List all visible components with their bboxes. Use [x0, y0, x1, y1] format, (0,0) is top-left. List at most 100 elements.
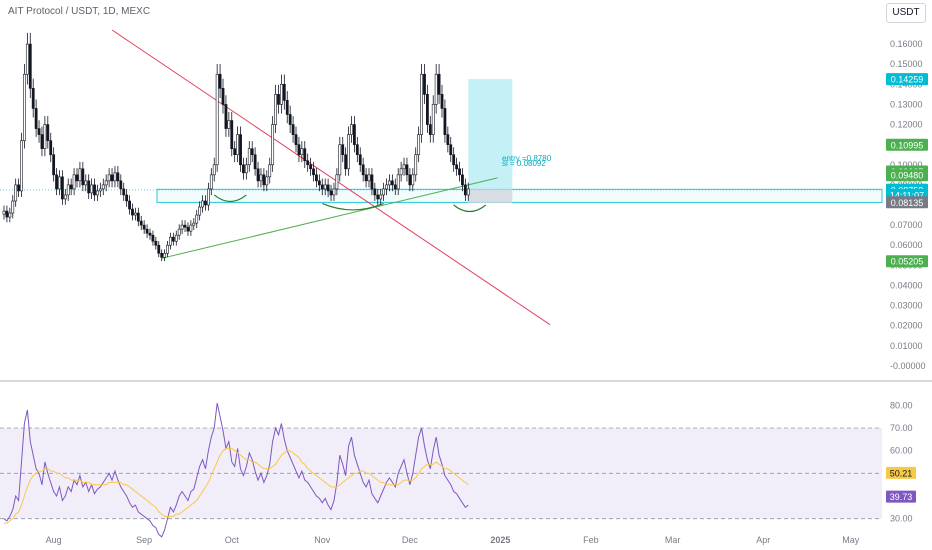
candle-body	[344, 154, 348, 170]
price-axis-label: 0.12000	[890, 120, 923, 130]
candle-body	[385, 184, 388, 190]
candle-body	[107, 174, 111, 182]
price-axis-label: 0.13000	[890, 99, 923, 109]
candle-body	[101, 184, 105, 190]
candle-body	[169, 236, 172, 246]
candle-body	[58, 176, 61, 190]
candle-body	[151, 234, 155, 242]
sl-annotation: sl = 0.08092	[502, 159, 546, 168]
candle-body	[209, 174, 213, 190]
candle-body	[37, 128, 41, 135]
candle-body	[69, 184, 73, 190]
candle-body	[434, 73, 438, 105]
candle-body	[315, 174, 318, 182]
entry-annotation: entry =0.8780	[502, 154, 552, 163]
candle-body	[390, 180, 394, 186]
candle-body	[198, 206, 202, 216]
candle-body	[466, 188, 470, 196]
candle-body	[52, 154, 56, 176]
candle-body	[347, 134, 350, 170]
candle-body	[364, 174, 368, 182]
candle-body	[370, 174, 374, 190]
candle-body	[90, 184, 94, 194]
rsi-label-text: 39.73	[890, 492, 913, 502]
support-trendline	[161, 177, 498, 259]
candle-body	[405, 164, 409, 176]
price-label-box	[886, 196, 928, 209]
currency-button[interactable]: USDT	[886, 3, 926, 23]
time-axis-label: Oct	[225, 535, 240, 545]
candle-body	[428, 124, 432, 135]
price-axis-label: 0.10000	[890, 160, 923, 170]
candle-body	[463, 184, 467, 196]
candle-body	[396, 174, 400, 190]
candle-body	[361, 164, 365, 176]
candle-body	[160, 252, 164, 258]
price-axis-label: 0.07000	[890, 220, 923, 230]
candle-body	[352, 124, 356, 145]
candle-body	[81, 168, 85, 186]
price-label-box	[886, 169, 928, 182]
candle-body	[180, 224, 184, 230]
time-axis-label: Apr	[756, 535, 770, 545]
pivot-arc	[322, 202, 384, 211]
candle-body	[183, 224, 187, 228]
candle-body	[350, 124, 353, 135]
price-axis-label: 0.06000	[890, 240, 923, 250]
candle-body	[224, 104, 228, 129]
candle-body	[417, 134, 421, 156]
candle-body	[84, 180, 88, 186]
time-axis-label: Sep	[136, 535, 152, 545]
candle-body	[399, 168, 403, 176]
candle-body	[96, 190, 99, 196]
candle-body	[34, 108, 38, 129]
candle-body	[294, 134, 298, 145]
candle-body	[163, 252, 167, 258]
candle-body	[174, 234, 178, 242]
candle-body	[242, 164, 245, 174]
candle-body	[244, 164, 248, 174]
candle-body	[452, 154, 456, 166]
candle-body	[250, 148, 254, 156]
candle-body	[317, 180, 321, 186]
candle-body	[23, 73, 26, 141]
candle-body	[455, 164, 459, 170]
candle-body	[239, 134, 242, 166]
candle-body	[437, 73, 441, 95]
candle-body	[355, 144, 359, 156]
candle-body	[31, 88, 35, 109]
candle-body	[332, 188, 336, 196]
candle-body	[17, 184, 21, 192]
candle-body	[128, 200, 131, 210]
candle-body	[233, 148, 237, 156]
price-label-text: 0.09480	[891, 171, 924, 181]
rsi-axis-label: 80.00	[890, 400, 913, 410]
candle-body	[274, 94, 277, 125]
candle-body	[338, 144, 342, 176]
time-axis-label: Mar	[665, 535, 681, 545]
candle-body	[285, 100, 289, 115]
candle-body	[60, 176, 64, 200]
candle-body	[458, 168, 461, 176]
candle-body	[134, 212, 137, 216]
candle-body	[265, 176, 269, 186]
candle-body	[113, 172, 117, 182]
candle-body	[461, 174, 464, 186]
candle-body	[93, 184, 96, 196]
price-label-text: 14:11:07	[890, 190, 924, 200]
candle-body	[201, 200, 204, 208]
candle-body	[271, 124, 275, 166]
rsi-axis-label: 60.00	[890, 446, 913, 456]
candle-body	[402, 164, 406, 170]
price-axis-label: 0.02000	[890, 321, 923, 331]
candle-body	[195, 214, 199, 224]
candle-body	[14, 184, 18, 202]
candle-body	[28, 43, 32, 89]
candle-body	[8, 212, 12, 218]
candle-body	[227, 120, 231, 129]
candle-body	[11, 200, 15, 214]
candle-body	[116, 172, 120, 182]
candle-body	[186, 226, 190, 232]
